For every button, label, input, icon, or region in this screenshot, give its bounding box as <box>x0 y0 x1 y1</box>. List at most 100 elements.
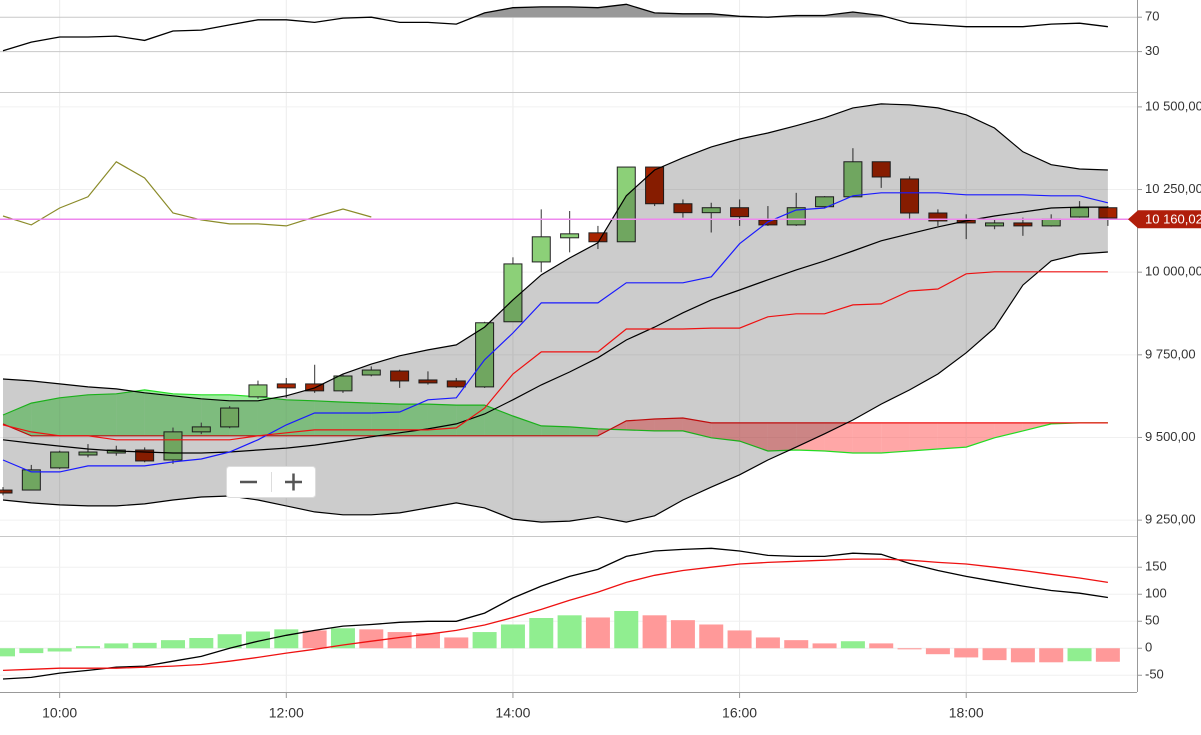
cloud-fill <box>3 403 32 436</box>
histogram-bar <box>1095 648 1120 662</box>
y-tick-label: 70 <box>1145 9 1159 24</box>
histogram-bar <box>1039 648 1064 663</box>
signal-line <box>2 558 1108 672</box>
y-tick-label: 150 <box>1145 559 1167 574</box>
histogram-bar <box>557 615 582 649</box>
candle-body <box>900 178 920 214</box>
cloud-fill <box>852 422 882 454</box>
indicator-line <box>2 271 1108 441</box>
histogram-bar <box>982 648 1007 661</box>
candle-body <box>531 236 551 263</box>
histogram-bar <box>869 643 894 649</box>
band-middle <box>2 206 1108 454</box>
indicator-line <box>2 161 372 227</box>
cloud-fill <box>739 422 768 452</box>
zoom-in-button[interactable] <box>272 467 315 497</box>
candle-body <box>0 489 13 494</box>
x-tick-label: 16:00 <box>722 705 757 721</box>
cloud-fill <box>682 417 712 438</box>
cloud-fill <box>484 405 513 436</box>
candle-body <box>1070 207 1090 218</box>
histogram-bar <box>1067 648 1092 662</box>
y-tick-label: 100 <box>1145 586 1167 601</box>
candle-body <box>871 161 891 178</box>
candle-body <box>645 166 665 205</box>
cloud-fill <box>59 394 88 436</box>
band-upper <box>2 103 1108 402</box>
indicator-line <box>2 192 1109 473</box>
x-tick-label: 12:00 <box>269 705 304 721</box>
candle-body <box>843 161 863 198</box>
histogram-bar <box>415 633 440 649</box>
histogram-bar <box>75 646 100 649</box>
cloud-fill <box>512 415 542 436</box>
candle-body <box>1013 222 1033 227</box>
y-tick-label: 30 <box>1145 43 1159 58</box>
band-lower <box>2 251 1108 523</box>
cloud-fill <box>342 402 372 436</box>
histogram-bar <box>670 620 695 649</box>
cloud-fill <box>116 389 145 436</box>
cloud-fill <box>994 422 1023 438</box>
cloud-fill <box>144 389 173 436</box>
cloud-fill <box>172 393 202 436</box>
candle-body <box>815 196 835 208</box>
band-fill <box>3 103 1108 523</box>
histogram-bar <box>840 641 865 649</box>
histogram-bar <box>784 640 809 649</box>
histogram-bar <box>132 642 157 649</box>
candle-body <box>446 380 466 388</box>
cloud-fill <box>626 418 655 431</box>
cloud-fill <box>399 404 428 436</box>
candle-body <box>1098 207 1118 219</box>
histogram-bar <box>529 618 554 649</box>
cloud-fill <box>966 422 995 448</box>
histogram-bar <box>217 634 242 649</box>
x-tick-label: 18:00 <box>949 705 984 721</box>
cloud-fill <box>881 422 910 454</box>
histogram-bar <box>614 610 639 649</box>
cloud-fill <box>31 397 60 436</box>
candle-body <box>50 451 70 469</box>
zoom-control <box>226 466 316 498</box>
candle-body <box>390 370 410 382</box>
y-tick-label: 10 250,00 <box>1145 181 1201 196</box>
histogram-bar <box>472 632 497 649</box>
histogram-bar <box>1010 648 1035 663</box>
macd-line <box>2 547 1108 680</box>
y-tick-label: 9 500,00 <box>1145 429 1196 444</box>
zoom-out-button[interactable] <box>227 467 271 497</box>
cloud-fill <box>937 422 967 450</box>
candle-body <box>503 263 523 323</box>
histogram-bar <box>755 637 780 649</box>
y-tick-label: 9 250,00 <box>1145 512 1196 527</box>
candle-body <box>730 207 750 218</box>
candle-body <box>616 166 636 243</box>
histogram-bar <box>387 632 412 649</box>
histogram-bar <box>189 637 214 649</box>
y-tick-label: 10 500,00 <box>1145 98 1201 113</box>
candle-body <box>191 426 211 433</box>
cloud-fill <box>909 422 938 452</box>
candle-body <box>985 222 1005 227</box>
x-tick-label: 14:00 <box>495 705 530 721</box>
histogram-bar <box>444 637 469 649</box>
candle-body <box>560 233 580 239</box>
histogram-bar <box>925 648 950 655</box>
candle-body <box>418 379 438 384</box>
histogram-bar <box>104 643 129 649</box>
histogram-bar <box>47 648 72 652</box>
histogram-bar <box>897 648 922 650</box>
cloud-fill <box>654 417 683 431</box>
histogram-bar <box>727 630 752 649</box>
last-price-label: 10 160,02 <box>1145 212 1201 227</box>
y-tick-label: 10 000,00 <box>1145 264 1201 279</box>
cloud-fill <box>371 403 400 436</box>
histogram-bar <box>500 624 525 649</box>
last-price-tag <box>1128 210 1201 229</box>
candle-body <box>248 384 268 398</box>
histogram-bar <box>245 631 270 649</box>
